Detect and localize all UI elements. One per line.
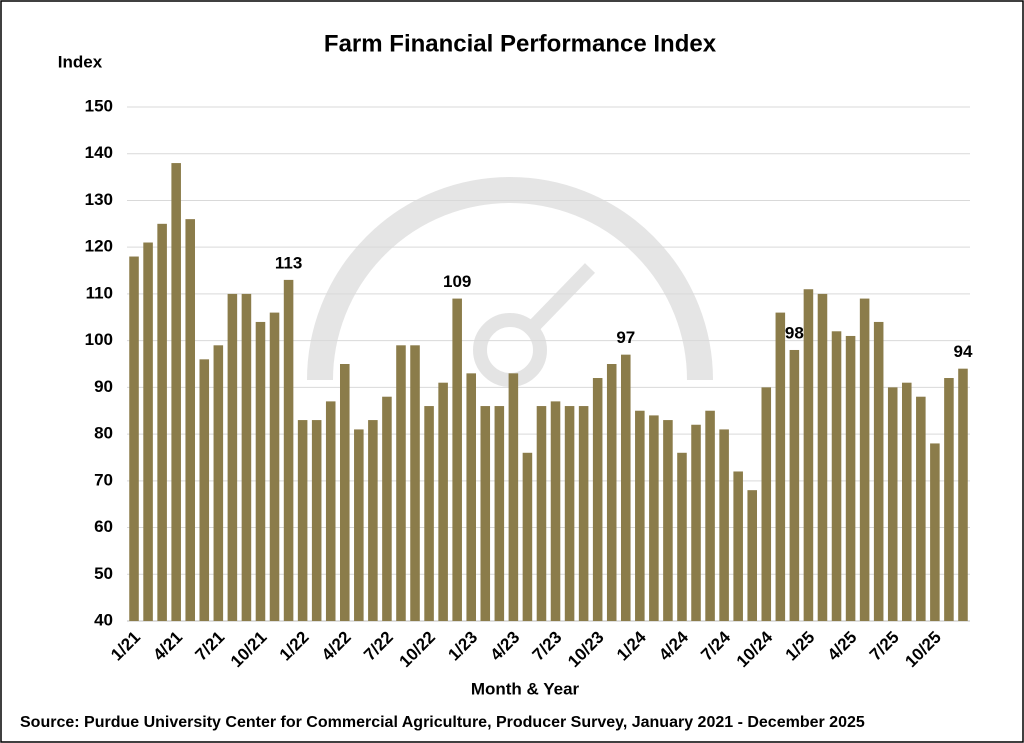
bar	[297, 420, 308, 621]
y-tick-label: 150	[85, 96, 113, 115]
chart-title: Farm Financial Performance Index	[324, 30, 717, 57]
y-tick-label: 130	[85, 190, 113, 209]
bar	[494, 406, 505, 621]
y-tick-label: 50	[94, 564, 113, 583]
bar	[283, 279, 294, 621]
bar	[775, 312, 786, 621]
bar	[859, 298, 870, 621]
x-axis-label: Month & Year	[471, 679, 580, 698]
bar	[185, 219, 196, 622]
bar	[550, 401, 561, 621]
bar	[269, 312, 280, 621]
data-label: 113	[275, 253, 302, 272]
bar	[564, 406, 575, 621]
bar	[944, 378, 954, 621]
bar	[452, 298, 462, 621]
bar	[255, 321, 266, 621]
y-tick-label: 40	[94, 610, 113, 629]
bar	[410, 345, 420, 621]
bar	[817, 293, 828, 621]
bar	[466, 373, 477, 621]
bar	[354, 429, 364, 621]
bar	[213, 345, 224, 621]
bar	[508, 373, 519, 621]
y-axis-label: Index	[58, 52, 103, 71]
bar	[901, 382, 912, 621]
bar	[916, 396, 926, 621]
y-tick-label: 120	[85, 237, 113, 256]
bar	[691, 424, 701, 621]
bar	[143, 242, 153, 621]
bar	[663, 420, 673, 621]
bar	[129, 256, 139, 621]
y-tick-label: 110	[86, 283, 113, 302]
bar	[733, 471, 743, 621]
bar	[325, 401, 336, 621]
bar	[649, 415, 659, 621]
bar	[635, 410, 645, 621]
bar	[705, 410, 715, 621]
bar	[578, 406, 589, 621]
y-tick-label: 80	[94, 424, 113, 443]
data-label: 98	[785, 323, 804, 342]
bar	[803, 289, 814, 621]
bar	[438, 382, 448, 621]
y-tick-label: 70	[94, 470, 113, 489]
bar	[382, 396, 392, 621]
bar	[873, 321, 884, 621]
bar	[620, 354, 631, 621]
bar	[339, 364, 350, 621]
bar	[747, 490, 758, 621]
y-tick-label: 60	[94, 517, 113, 536]
bar	[592, 378, 603, 621]
data-label: 97	[616, 328, 635, 347]
y-tick-label: 90	[94, 377, 113, 396]
bar	[606, 364, 617, 621]
bar	[157, 223, 167, 621]
bar	[171, 163, 181, 621]
bar	[424, 406, 434, 621]
bar	[789, 349, 800, 621]
bar	[199, 359, 210, 621]
bar	[241, 293, 252, 621]
bar	[480, 406, 491, 621]
y-tick-label: 100	[85, 330, 113, 349]
bar	[396, 345, 406, 621]
bar	[227, 293, 238, 621]
bar	[831, 331, 842, 621]
bar	[311, 420, 322, 621]
bar	[761, 387, 772, 621]
bar	[536, 406, 547, 621]
bar	[930, 443, 940, 621]
bar	[845, 335, 856, 621]
data-label: 94	[954, 342, 973, 361]
bar	[368, 420, 378, 621]
bar	[719, 429, 729, 621]
source-note: Source: Purdue University Center for Com…	[20, 714, 865, 731]
bar	[958, 368, 968, 621]
bar	[522, 452, 533, 621]
data-label: 109	[443, 272, 471, 291]
bar	[887, 387, 898, 621]
bar	[677, 452, 687, 621]
y-tick-label: 140	[85, 143, 113, 162]
